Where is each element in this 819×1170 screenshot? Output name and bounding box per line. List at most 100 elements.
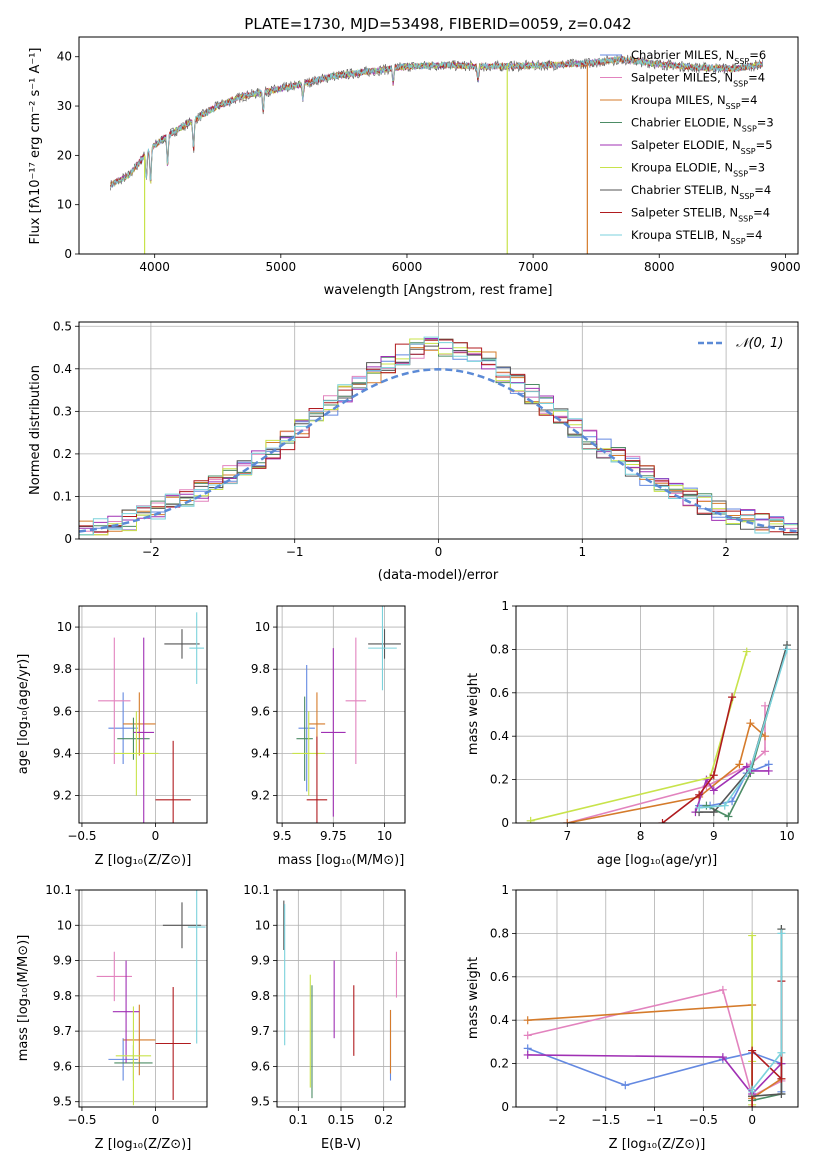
x-tick-label: −0.5 <box>689 1113 718 1127</box>
y-tick-label: 0.2 <box>490 773 509 787</box>
weight-marker <box>718 985 727 994</box>
y-tick-label: 0.2 <box>53 447 72 461</box>
x-tick-label: 10 <box>779 829 794 843</box>
weight-marker <box>764 766 773 775</box>
x-tick-label: 1 <box>578 545 586 559</box>
weight-marker <box>718 1053 727 1062</box>
weight-marker <box>695 790 704 799</box>
y-tick-label: 0.3 <box>53 404 72 418</box>
weight-marker <box>748 1046 757 1055</box>
y-tick-label: 9.6 <box>251 704 270 718</box>
weight-marker <box>709 786 718 795</box>
x-tick-label: 0 <box>748 1113 756 1127</box>
y-tick-label: 10 <box>255 620 270 634</box>
plot-area <box>98 612 205 823</box>
spectrum-xlabel: wavelength [Angstrom, rest frame] <box>324 283 553 298</box>
weight-marker <box>777 1089 786 1098</box>
weight-series-line <box>567 721 766 823</box>
age-vs-z-ylabel: age [log₁₀(age/yr)] <box>16 654 31 775</box>
mass-vs-ebv-xlabel: E(B-V) <box>321 1137 361 1152</box>
x-tick-label: −0.5 <box>67 829 96 843</box>
x-tick-label: 8000 <box>644 260 675 274</box>
y-tick-label: 10.1 <box>45 883 72 897</box>
plot-area <box>110 54 764 254</box>
mass-vs-ebv-frame <box>276 889 406 1108</box>
y-tick-label: 1 <box>501 883 509 897</box>
y-tick-label: 9.5 <box>53 1095 72 1109</box>
y-tick-label: 9.5 <box>251 1095 270 1109</box>
x-tick-label: 6000 <box>392 260 423 274</box>
y-tick-label: 9.8 <box>53 662 72 676</box>
x-tick-label: −2 <box>142 545 160 559</box>
weight-marker <box>748 931 757 940</box>
weight-marker <box>748 1085 757 1094</box>
x-tick-label: −1 <box>286 545 304 559</box>
weight-marker <box>720 801 729 810</box>
residual-xlabel: (data-model)/error <box>378 568 499 583</box>
weight-vs-age-frame <box>515 605 799 824</box>
weight-marker <box>702 801 711 810</box>
legend-label: Salpeter STELIB, NSSP=4 <box>631 206 770 224</box>
x-tick-label: 0 <box>152 1113 160 1127</box>
legend-label: Kroupa MILES, NSSP=4 <box>631 93 757 111</box>
x-tick-label: 5000 <box>266 260 297 274</box>
weight-vs-age-xlabel: age [log₁₀(age/yr)] <box>597 853 718 868</box>
y-tick-label: 40 <box>57 50 72 64</box>
mass-vs-z-xlabel: Z [log₁₀(Z/Z⊙)] <box>95 1137 192 1152</box>
weight-marker <box>523 1016 532 1025</box>
y-tick-label: 0.6 <box>490 686 509 700</box>
plot-area <box>79 336 798 536</box>
x-tick-label: 7000 <box>518 260 549 274</box>
weight-vs-z-panel: −2 −1.5 −1 −0.5 0 0 0.2 0.4 0.6 0.8 1 Z [log₁₀(Z/Z… <box>466 883 799 1152</box>
y-tick-label: 9.9 <box>251 954 270 968</box>
weight-marker <box>761 747 770 756</box>
weight-series-line <box>662 696 733 823</box>
gaussian-reference-curve <box>79 368 798 533</box>
weight-marker <box>695 803 704 812</box>
x-tick-label: 0.15 <box>328 1113 355 1127</box>
y-tick-label: 10 <box>57 620 72 634</box>
weight-marker <box>728 797 737 806</box>
age-vs-mass-panel: 9.5 9.75 10 9.2 9.4 9.6 9.8 10 mass [log₁₀(M/M⊙… <box>251 605 406 868</box>
y-tick-label: 9.6 <box>53 704 72 718</box>
x-tick-label: 10 <box>377 829 392 843</box>
spectrum-line <box>110 55 764 188</box>
residual-panel: −2 −1 0 1 2 0 0.1 0.2 0.3 0.4 0.5 (data-model)/err… <box>28 319 799 583</box>
weight-marker <box>709 771 718 780</box>
spectrum-title: PLATE=1730, MJD=53498, FIBERID=0059, z=0… <box>244 15 631 33</box>
weight-marker <box>746 764 755 773</box>
plot-area <box>523 925 786 1107</box>
y-tick-label: 9.2 <box>251 789 270 803</box>
weight-marker <box>563 819 572 823</box>
y-tick-label: 9.2 <box>53 789 72 803</box>
age-vs-z-xlabel: Z [log₁₀(Z/Z⊙)] <box>95 853 192 868</box>
legend-label: Kroupa STELIB, NSSP=4 <box>631 228 762 246</box>
weight-marker <box>526 816 535 823</box>
x-tick-label: 9 <box>710 829 718 843</box>
x-tick-label: 4000 <box>139 260 170 274</box>
residual-histogram <box>79 338 798 536</box>
weight-vs-z-ylabel: mass weight <box>466 957 481 1039</box>
y-tick-label: 0.4 <box>490 1013 509 1027</box>
x-tick-label: −0.5 <box>67 1113 96 1127</box>
y-tick-label: 9.6 <box>251 1059 270 1073</box>
mass-vs-ebv-panel: 0.1 0.15 0.2 9.5 9.6 9.7 9.8 9.9 10 10.1 E(B-V) <box>243 883 406 1152</box>
weight-marker <box>728 693 737 702</box>
residual-ylabel: Normed distribution <box>28 365 43 495</box>
x-tick-label: 9.5 <box>273 829 292 843</box>
legend-label: Chabrier STELIB, NSSP=4 <box>631 183 771 201</box>
y-tick-label: 9.8 <box>53 989 72 1003</box>
legend-label: Kroupa ELODIE, NSSP=3 <box>631 161 765 179</box>
residual-frame <box>78 321 799 540</box>
x-tick-label: −1 <box>646 1113 664 1127</box>
age-vs-z-panel: −0.5 0 9.2 9.4 9.6 9.8 10 Z [log₁₀(Z/Z⊙)] age … <box>16 605 208 868</box>
y-tick-label: 9.7 <box>251 1024 270 1038</box>
weight-marker <box>748 1103 757 1107</box>
weight-marker <box>523 1031 532 1040</box>
y-tick-label: 10.1 <box>243 883 270 897</box>
y-tick-label: 10 <box>255 918 270 932</box>
y-tick-label: 30 <box>57 99 72 113</box>
y-tick-label: 10 <box>57 198 72 212</box>
y-tick-label: 9.9 <box>53 954 72 968</box>
